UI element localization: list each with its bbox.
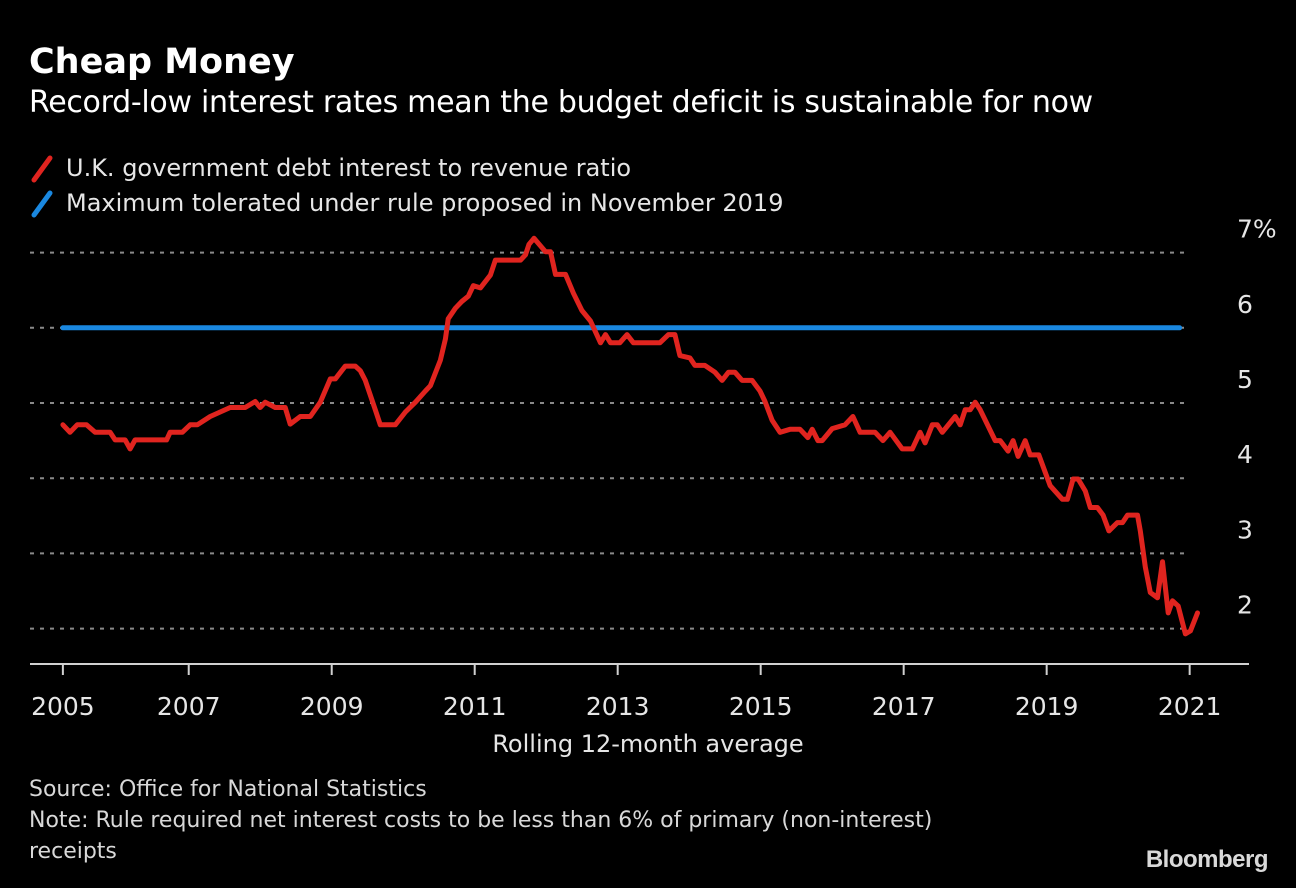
chart-subtitle: Record-low interest rates mean the budge… bbox=[29, 85, 1093, 120]
x-tick-label: 2007 bbox=[157, 692, 221, 721]
legend-item-max-tolerated: Maximum tolerated under rule proposed in… bbox=[30, 188, 783, 218]
note-text: Note: Rule required net interest costs t… bbox=[29, 808, 933, 864]
x-tick-label: 2009 bbox=[300, 692, 364, 721]
legend-item-debt-interest: U.K. government debt interest to revenue… bbox=[30, 153, 631, 183]
x-tick-label: 2005 bbox=[31, 692, 95, 721]
diagonal-line-icon bbox=[30, 153, 54, 183]
x-axis: 2005 2007 2009 2011 2013 2015 2017 2019 2021 bbox=[30, 663, 1249, 721]
x-tick-label: 2017 bbox=[872, 692, 936, 721]
series-line-debt-interest-ratio bbox=[60, 235, 1200, 637]
chart-title: Cheap Money bbox=[29, 42, 295, 82]
source-text: Source: Office for National Statistics bbox=[29, 777, 427, 802]
y-tick-label: 6 bbox=[1237, 290, 1253, 319]
footer-notes: Source: Office for National Statistics N… bbox=[29, 774, 989, 867]
series-lines bbox=[60, 235, 1200, 637]
x-tick-label: 2019 bbox=[1015, 692, 1079, 721]
y-tick-label: 4 bbox=[1237, 440, 1253, 469]
bloomberg-logo: Bloomberg bbox=[1145, 846, 1269, 873]
diagonal-line-icon bbox=[30, 188, 54, 218]
x-tick-label: 2011 bbox=[443, 692, 507, 721]
legend-label: U.K. government debt interest to revenue… bbox=[66, 154, 632, 182]
legend-label: Maximum tolerated under rule proposed in… bbox=[66, 189, 784, 217]
y-tick-label: 3 bbox=[1237, 515, 1253, 544]
y-tick-label: 5 bbox=[1237, 365, 1253, 394]
y-tick-label: 2 bbox=[1237, 591, 1253, 620]
x-tick-label: 2021 bbox=[1158, 692, 1222, 721]
y-axis-labels: 2 3 4 5 6 7% bbox=[1237, 215, 1277, 620]
x-tick-label: 2015 bbox=[729, 692, 793, 721]
x-axis-title: Rolling 12-month average bbox=[492, 730, 803, 758]
x-tick-label: 2013 bbox=[586, 692, 650, 721]
y-tick-label: 7% bbox=[1237, 215, 1277, 244]
